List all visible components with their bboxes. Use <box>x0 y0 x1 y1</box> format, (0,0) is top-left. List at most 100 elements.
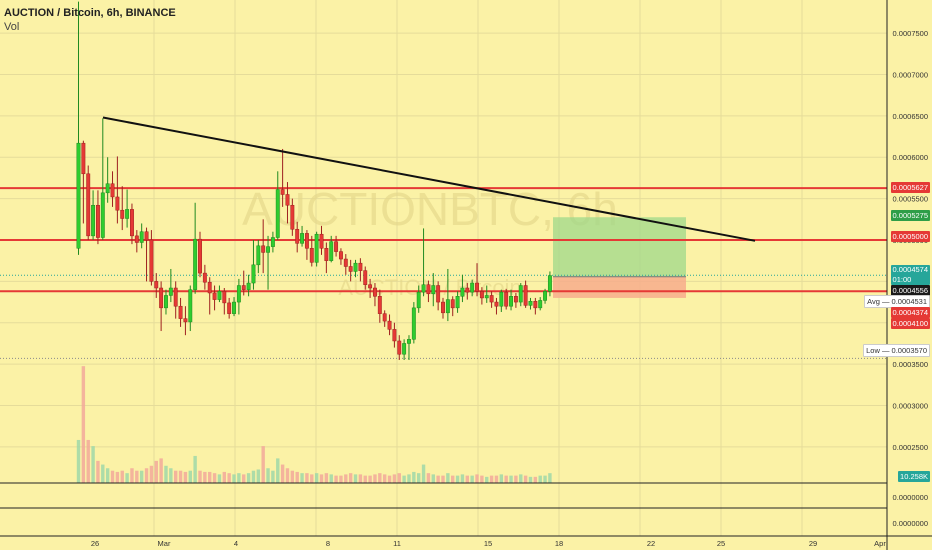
candle <box>202 272 207 283</box>
candle <box>125 209 130 219</box>
candle <box>81 142 86 175</box>
candle <box>343 258 348 267</box>
volume-bar <box>475 474 479 483</box>
candle <box>173 287 178 307</box>
price-tick-label: 0.0005500 <box>893 195 928 204</box>
volume-bar <box>154 460 158 483</box>
volume-tick-label: 0.0000000 <box>893 519 928 528</box>
candle <box>193 238 198 290</box>
volume-bar <box>358 474 363 483</box>
volume-bar <box>81 366 86 483</box>
candle <box>261 245 266 253</box>
avg-value: 0.0004531 <box>891 297 927 306</box>
volume-label: Vol <box>4 21 20 33</box>
volume-bar <box>412 471 416 483</box>
candle <box>460 287 465 297</box>
volume-bar <box>523 475 528 483</box>
price-tick-label: 0.0007000 <box>893 70 928 79</box>
time-tick-label: 18 <box>555 539 563 548</box>
chart-legend: AUCTION / Bitcoin, 6h, BINANCE Vol <box>4 6 176 34</box>
candle <box>348 266 353 272</box>
candle <box>547 275 552 292</box>
candle <box>324 248 329 261</box>
volume-bar <box>465 475 469 483</box>
candle <box>295 228 300 244</box>
volume-bar <box>387 475 392 483</box>
candle <box>207 281 212 294</box>
volume-bar <box>329 474 333 483</box>
time-tick-label: 22 <box>647 539 655 548</box>
volume-bar <box>290 470 295 483</box>
volume-bar <box>222 471 226 483</box>
candle <box>377 296 382 314</box>
candle <box>441 301 445 314</box>
volume-bar <box>105 468 110 483</box>
volume-bar <box>285 468 290 483</box>
volume-bar <box>339 475 343 483</box>
candle <box>198 238 202 274</box>
time-tick-label: 8 <box>326 539 330 548</box>
candle <box>402 343 407 355</box>
candle <box>246 282 251 290</box>
time-tick-label: Mar <box>158 539 171 548</box>
volume-tick-label: 0.0000000 <box>893 493 928 502</box>
candle <box>533 300 538 309</box>
candle <box>353 262 358 272</box>
price-tag-target: 0.0005275 <box>890 210 930 221</box>
volume-bar <box>266 468 270 483</box>
symbol-title: AUCTION / Bitcoin, 6h, BINANCE <box>4 7 176 19</box>
candle <box>426 284 431 295</box>
candle <box>280 189 285 195</box>
candle <box>465 287 470 293</box>
volume-bar <box>368 475 372 483</box>
candle <box>232 301 236 314</box>
candle <box>270 237 275 247</box>
volume-bar <box>135 470 139 483</box>
candle <box>382 313 387 322</box>
candle <box>120 209 125 219</box>
low-value: 0.0003570 <box>891 346 927 355</box>
volume-bar <box>86 439 90 483</box>
low-label: Low <box>866 346 880 355</box>
candle <box>134 235 139 243</box>
candle <box>358 262 363 271</box>
price-tag-entry: 0.0004556 <box>890 285 930 296</box>
volume-bar <box>305 473 309 483</box>
volume-bar <box>203 471 207 483</box>
volume-bar <box>76 439 81 483</box>
candle <box>445 299 450 314</box>
candle <box>275 189 280 238</box>
volume-bar <box>431 474 435 483</box>
candle <box>130 209 134 237</box>
price-tick-label: 0.0002500 <box>893 443 928 452</box>
volume-bar <box>470 475 474 483</box>
volume-bar <box>280 464 285 483</box>
volume-bar <box>169 468 173 483</box>
candle <box>329 241 334 261</box>
candle <box>183 318 188 323</box>
candle <box>494 301 499 307</box>
volume-bar <box>149 465 154 483</box>
volume-bar <box>130 468 134 483</box>
time-tick-label: Apr <box>874 539 886 548</box>
volume-bar <box>319 474 324 483</box>
candle <box>300 233 305 244</box>
candle <box>217 291 222 300</box>
candle <box>236 285 241 303</box>
candle <box>164 295 168 309</box>
volume-bar <box>144 468 149 483</box>
time-tick-label: 29 <box>809 539 817 548</box>
volume-tag: 10.258K <box>898 471 930 482</box>
volume-bar <box>489 475 494 483</box>
volume-bar <box>110 470 115 483</box>
volume-bar <box>504 475 508 483</box>
price-tick-label: 0.0006500 <box>893 112 928 121</box>
volume-bar <box>519 474 523 483</box>
time-tick-label: 25 <box>717 539 725 548</box>
candle <box>285 194 290 206</box>
candle <box>455 296 460 309</box>
candle <box>387 320 392 330</box>
candle <box>416 291 421 309</box>
volume-bar <box>164 465 168 483</box>
